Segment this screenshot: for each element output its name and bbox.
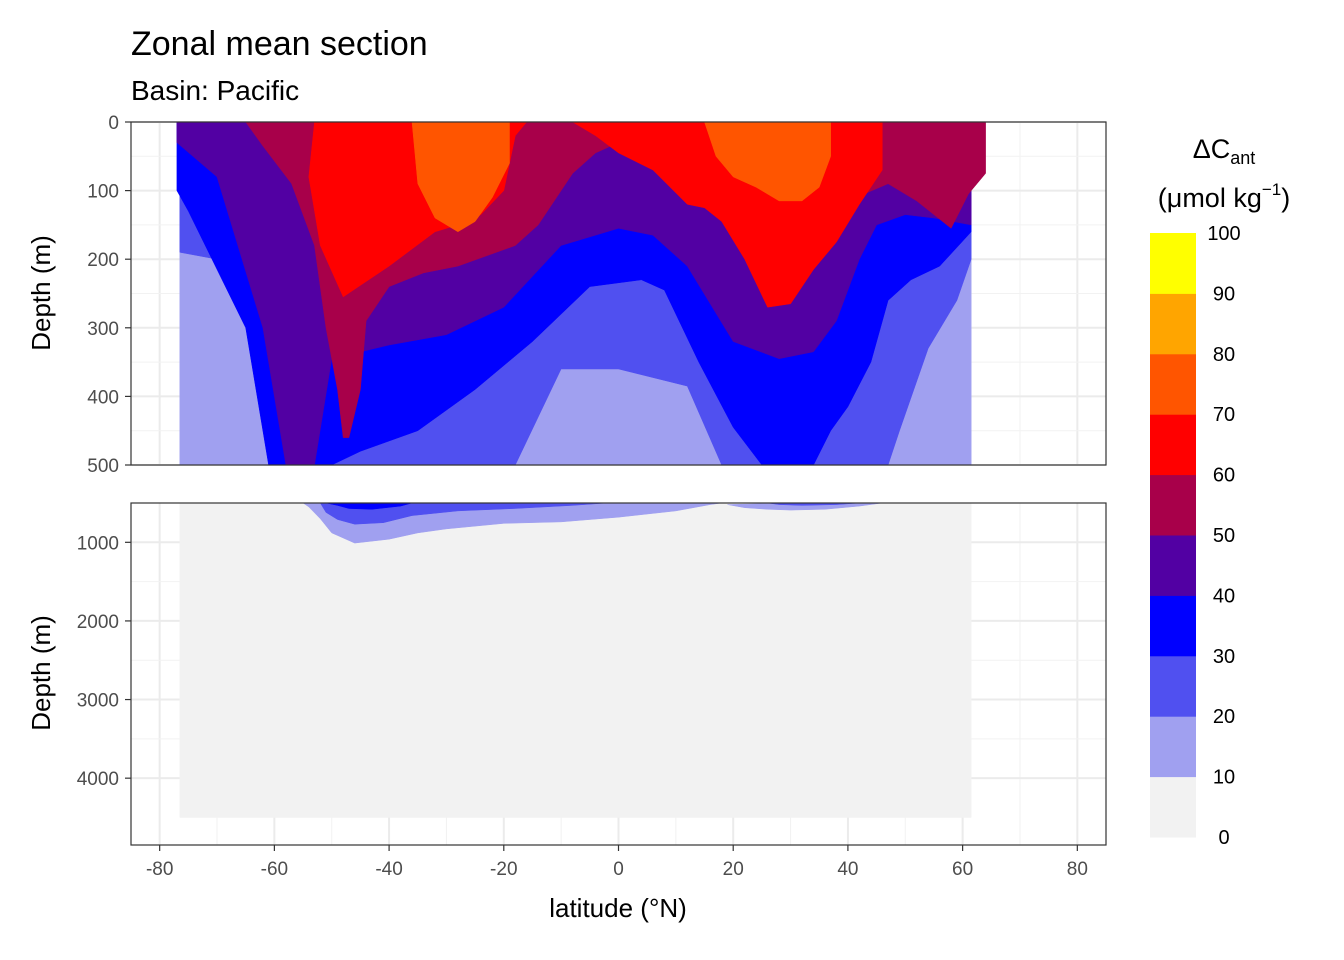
x-tick-label: 20 — [723, 859, 744, 880]
upper-y-axis-title: Depth (m) — [26, 235, 56, 351]
lower-y-axis: 1000 2000 3000 4000 — [77, 533, 131, 790]
upper-panel-contours — [176, 121, 986, 466]
y-tick-label: 200 — [87, 250, 119, 271]
x-tick-label: 60 — [952, 859, 973, 880]
legend-unit-superscript: −1 — [1262, 180, 1281, 199]
legend-swatch-10 — [1150, 716, 1196, 778]
upper-panel: 0 100 200 300 400 500 — [87, 113, 1107, 477]
legend-break-label: 40 — [1213, 585, 1235, 607]
legend-break-label: 80 — [1213, 344, 1235, 366]
legend-swatch-80 — [1150, 293, 1196, 355]
y-tick-label: 300 — [87, 319, 119, 340]
legend-break-label: 60 — [1213, 465, 1235, 487]
legend-title-subscript: ant — [1230, 148, 1255, 168]
y-tick-label: 400 — [87, 387, 119, 408]
x-tick-label: 0 — [613, 859, 624, 880]
legend-swatch-60 — [1150, 414, 1196, 476]
upper-y-axis: 0 100 200 300 400 500 — [87, 113, 131, 477]
legend-swatch-40 — [1150, 535, 1196, 596]
lower-y-axis-title: Depth (m) — [26, 615, 56, 731]
legend-unit-end: ) — [1281, 183, 1290, 213]
y-tick-label: 1000 — [77, 533, 119, 554]
legend-break-label: 70 — [1213, 404, 1235, 426]
legend-break-label: 90 — [1213, 283, 1235, 305]
legend-break-label: 0 — [1218, 827, 1229, 849]
x-tick-label: -40 — [375, 859, 402, 880]
y-tick-label: 3000 — [77, 691, 119, 712]
legend-break-label: 30 — [1213, 646, 1235, 668]
lower-panel: 1000 2000 3000 4000 — [77, 502, 1107, 846]
legend-colorbar — [1150, 233, 1196, 838]
legend-title-main: ΔC — [1193, 134, 1231, 164]
legend-break-label: 10 — [1213, 767, 1235, 789]
y-tick-label: 500 — [87, 456, 119, 477]
legend-swatch-0 — [1150, 776, 1196, 838]
x-tick-label: 80 — [1067, 859, 1088, 880]
x-axis-title: latitude (°N) — [549, 893, 687, 923]
legend-break-label: 50 — [1213, 525, 1235, 547]
y-tick-label: 0 — [108, 113, 119, 134]
y-tick-label: 100 — [87, 182, 119, 203]
y-tick-label: 2000 — [77, 612, 119, 633]
x-tick-label: -80 — [146, 859, 173, 880]
lower-panel-contours — [179, 502, 972, 818]
legend-break-label: 100 — [1207, 223, 1240, 245]
contour-band-70 — [704, 121, 831, 202]
contour-band-0 — [179, 502, 972, 818]
upper-panel-border — [130, 121, 1107, 466]
legend-unit: (μmol kg−1) — [1158, 180, 1290, 213]
chart-title: Zonal mean section — [131, 25, 428, 63]
y-tick-label: 4000 — [77, 769, 119, 790]
legend-swatch-30 — [1150, 595, 1196, 657]
x-tick-label: 40 — [837, 859, 858, 880]
legend-swatch-50 — [1150, 474, 1196, 536]
contour-band-70 — [411, 121, 510, 233]
legend-swatch-70 — [1150, 353, 1196, 415]
contour-band-20 — [319, 502, 608, 525]
x-axis: -80 -60 -40 -20 0 20 40 60 80 — [146, 845, 1088, 880]
legend-labels: 0 10 20 30 40 50 60 70 80 90 100 — [1207, 223, 1240, 849]
legend-swatch-90 — [1150, 233, 1196, 294]
x-tick-label: -20 — [490, 859, 517, 880]
legend-unit-main: (μmol kg — [1158, 183, 1262, 213]
legend-swatch-20 — [1150, 655, 1196, 717]
x-tick-label: -60 — [261, 859, 288, 880]
legend-title: ΔCant — [1193, 134, 1256, 168]
legend-break-label: 20 — [1213, 706, 1235, 728]
chart-subtitle: Basin: Pacific — [131, 75, 299, 106]
contour-band-10 — [727, 502, 883, 511]
legend: ΔCant (μmol kg−1) 0 10 20 30 40 50 60 70 80 90 100 — [1150, 134, 1290, 849]
